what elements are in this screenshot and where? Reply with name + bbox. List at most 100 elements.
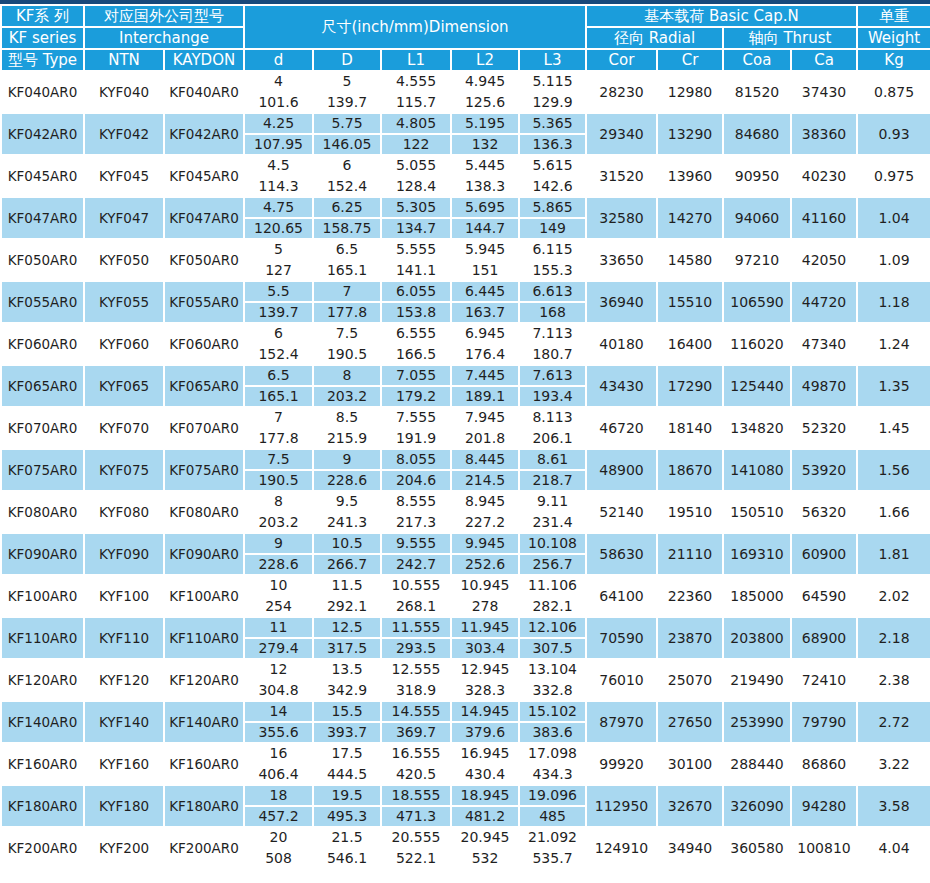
table-row: KF110AR0KYF110KF110AR011279.412.5317.511… xyxy=(2,618,930,658)
dim-cell-d: 14355.6 xyxy=(245,702,312,742)
kg-cell: 1.66 xyxy=(858,492,930,532)
type-cell: KF055AR0 xyxy=(2,282,83,322)
dim-cell-d: 18457.2 xyxy=(245,786,312,826)
dim-cell-L3: 7.113180.7 xyxy=(520,324,585,364)
type-cell: KF042AR0 xyxy=(2,114,83,154)
dim-cell-L1: 8.055204.6 xyxy=(382,450,450,490)
header-radial: 径向 Radial xyxy=(587,28,722,48)
ntn-cell: KYF140 xyxy=(85,702,163,742)
dim-cell-d: 6152.4 xyxy=(245,324,312,364)
cr-cell: 18670 xyxy=(658,450,722,490)
cor-cell: 33650 xyxy=(587,240,656,280)
dim-cell-L2: 8.945227.2 xyxy=(452,492,518,532)
kaydon-cell: KF055AR0 xyxy=(165,282,243,322)
kaydon-cell: KF080AR0 xyxy=(165,492,243,532)
dim-cell-L3: 8.61218.7 xyxy=(520,450,585,490)
table-row: KF055AR0KYF055KF055AR05.5139.77177.86.05… xyxy=(2,282,930,322)
coa-cell: 360580 xyxy=(724,828,790,868)
col-header-type: 型号 Type xyxy=(2,50,83,70)
ca-cell: 40230 xyxy=(792,156,856,196)
dim-cell-L2: 12.945328.3 xyxy=(452,660,518,700)
bearing-spec-page: KF系 列 对应国外公司型号 尺寸(inch/mm)Dimension 基本载荷… xyxy=(0,0,930,870)
kaydon-cell: KF045AR0 xyxy=(165,156,243,196)
cor-cell: 40180 xyxy=(587,324,656,364)
cr-cell: 25070 xyxy=(658,660,722,700)
cor-cell: 52140 xyxy=(587,492,656,532)
cor-cell: 87970 xyxy=(587,702,656,742)
dim-cell-D: 5.75146.05 xyxy=(314,114,380,154)
coa-cell: 90950 xyxy=(724,156,790,196)
dim-cell-D: 6.5165.1 xyxy=(314,240,380,280)
cor-cell: 31520 xyxy=(587,156,656,196)
dim-cell-L1: 16.555420.5 xyxy=(382,744,450,784)
dim-cell-d: 6.5165.1 xyxy=(245,366,312,406)
dim-cell-L3: 6.115155.3 xyxy=(520,240,585,280)
kg-cell: 1.18 xyxy=(858,282,930,322)
ca-cell: 100810 xyxy=(792,828,856,868)
col-header-coa: Coa xyxy=(724,50,790,70)
dim-cell-L3: 13.104332.8 xyxy=(520,660,585,700)
dim-cell-L2: 11.945303.4 xyxy=(452,618,518,658)
ca-cell: 53920 xyxy=(792,450,856,490)
dim-cell-D: 8203.2 xyxy=(314,366,380,406)
col-header-ntn: NTN xyxy=(85,50,163,70)
ntn-cell: KYF120 xyxy=(85,660,163,700)
kg-cell: 0.975 xyxy=(858,156,930,196)
cor-cell: 124910 xyxy=(587,828,656,868)
ca-cell: 64590 xyxy=(792,576,856,616)
ntn-cell: KYF160 xyxy=(85,744,163,784)
col-header-L3: L3 xyxy=(520,50,585,70)
dim-cell-d: 7177.8 xyxy=(245,408,312,448)
cr-cell: 23870 xyxy=(658,618,722,658)
ntn-cell: KYF070 xyxy=(85,408,163,448)
ca-cell: 44720 xyxy=(792,282,856,322)
type-cell: KF065AR0 xyxy=(2,366,83,406)
dim-cell-L2: 6.945176.4 xyxy=(452,324,518,364)
dim-cell-L3: 15.102383.6 xyxy=(520,702,585,742)
dim-cell-L1: 5.555141.1 xyxy=(382,240,450,280)
cr-cell: 22360 xyxy=(658,576,722,616)
coa-cell: 81520 xyxy=(724,72,790,112)
ntn-cell: KYF050 xyxy=(85,240,163,280)
dim-cell-L3: 11.106282.1 xyxy=(520,576,585,616)
dim-cell-d: 12304.8 xyxy=(245,660,312,700)
ntn-cell: KYF110 xyxy=(85,618,163,658)
dim-cell-L2: 5.695144.7 xyxy=(452,198,518,238)
header-kf-series-cn: KF系 列 xyxy=(2,6,83,26)
ntn-cell: KYF200 xyxy=(85,828,163,868)
kg-cell: 2.38 xyxy=(858,660,930,700)
ca-cell: 79790 xyxy=(792,702,856,742)
kg-cell: 1.35 xyxy=(858,366,930,406)
dim-cell-D: 13.5342.9 xyxy=(314,660,380,700)
dim-cell-L1: 6.055153.8 xyxy=(382,282,450,322)
table-body: KF040AR0KYF040KF040AR04101.65139.74.5551… xyxy=(2,72,930,868)
type-cell: KF120AR0 xyxy=(2,660,83,700)
coa-cell: 219490 xyxy=(724,660,790,700)
ca-cell: 94280 xyxy=(792,786,856,826)
coa-cell: 326090 xyxy=(724,786,790,826)
dim-cell-d: 4.75120.65 xyxy=(245,198,312,238)
ntn-cell: KYF065 xyxy=(85,366,163,406)
kg-cell: 4.04 xyxy=(858,828,930,868)
dim-cell-L1: 14.555369.7 xyxy=(382,702,450,742)
coa-cell: 185000 xyxy=(724,576,790,616)
dim-cell-D: 11.5292.1 xyxy=(314,576,380,616)
dim-cell-D: 9.5241.3 xyxy=(314,492,380,532)
kg-cell: 3.22 xyxy=(858,744,930,784)
dim-cell-L3: 8.113206.1 xyxy=(520,408,585,448)
cor-cell: 28230 xyxy=(587,72,656,112)
dim-cell-L2: 16.945430.4 xyxy=(452,744,518,784)
ntn-cell: KYF100 xyxy=(85,576,163,616)
cr-cell: 15510 xyxy=(658,282,722,322)
dim-cell-D: 6152.4 xyxy=(314,156,380,196)
dim-cell-L1: 18.555471.3 xyxy=(382,786,450,826)
kaydon-cell: KF090AR0 xyxy=(165,534,243,574)
cr-cell: 30100 xyxy=(658,744,722,784)
cr-cell: 19510 xyxy=(658,492,722,532)
kg-cell: 1.56 xyxy=(858,450,930,490)
dim-cell-L1: 20.555522.1 xyxy=(382,828,450,868)
dim-cell-D: 7177.8 xyxy=(314,282,380,322)
dim-cell-L3: 5.115129.9 xyxy=(520,72,585,112)
ntn-cell: KYF047 xyxy=(85,198,163,238)
dim-cell-L3: 12.106307.5 xyxy=(520,618,585,658)
